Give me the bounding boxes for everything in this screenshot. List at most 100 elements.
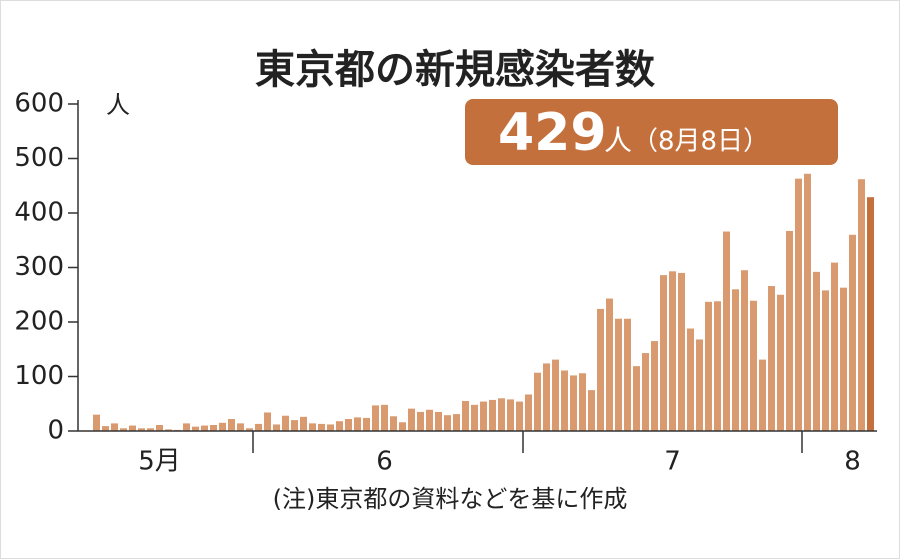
bar xyxy=(498,398,505,431)
x-tick-label: 7 xyxy=(664,447,681,477)
bar xyxy=(327,424,334,431)
bar xyxy=(840,287,847,431)
bar xyxy=(471,404,478,431)
y-tick-label: 400 xyxy=(14,198,64,228)
bar xyxy=(417,411,424,431)
bar xyxy=(246,428,253,431)
bar xyxy=(849,234,856,431)
y-unit: 人 xyxy=(106,91,130,119)
bar xyxy=(768,286,775,431)
y-tick-label: 600 xyxy=(14,89,64,119)
y-tick-label: 200 xyxy=(14,307,64,337)
bar xyxy=(507,399,514,431)
bar xyxy=(651,341,658,431)
bar xyxy=(453,414,460,431)
x-tick-label: 5月 xyxy=(138,447,181,477)
bar xyxy=(687,328,694,431)
y-tick-label: 300 xyxy=(14,252,64,282)
bar xyxy=(561,370,568,431)
bar xyxy=(273,424,280,431)
bar xyxy=(156,425,163,431)
bar xyxy=(309,423,316,431)
bar xyxy=(426,409,433,431)
bar xyxy=(462,401,469,431)
annotation-unit: 人 xyxy=(604,124,632,157)
bar xyxy=(201,425,208,431)
bar xyxy=(516,401,523,431)
bar xyxy=(588,390,595,431)
bar xyxy=(741,270,748,431)
bar xyxy=(192,426,199,431)
bar xyxy=(282,415,289,431)
note: (注)東京都の資料などを基に作成 xyxy=(273,485,628,513)
bar xyxy=(534,372,541,431)
bar xyxy=(102,426,109,431)
bar xyxy=(372,405,379,431)
y-tick-label: 500 xyxy=(14,143,64,173)
bar xyxy=(363,417,370,431)
bar xyxy=(525,394,532,431)
annotation-box xyxy=(465,99,838,165)
bar xyxy=(813,271,820,431)
bar xyxy=(489,399,496,431)
bar xyxy=(696,339,703,431)
bar xyxy=(795,178,802,431)
bar xyxy=(336,421,343,431)
bar xyxy=(219,422,226,431)
bar xyxy=(633,366,640,431)
bar xyxy=(723,231,730,431)
bar xyxy=(669,271,676,431)
bar xyxy=(264,412,271,431)
bar xyxy=(732,289,739,431)
bar xyxy=(705,301,712,431)
bar xyxy=(165,429,172,431)
bar xyxy=(597,308,604,431)
bar xyxy=(858,179,865,431)
bar xyxy=(399,422,406,431)
bar xyxy=(714,301,721,431)
y-tick-label: 0 xyxy=(47,416,64,446)
bar xyxy=(345,419,352,431)
bar xyxy=(138,428,145,431)
bar xyxy=(120,428,127,431)
bar xyxy=(804,173,811,431)
bar xyxy=(615,318,622,431)
bar xyxy=(678,272,685,431)
x-tick-label: 6 xyxy=(376,447,393,477)
bar xyxy=(111,423,118,431)
bar xyxy=(408,408,415,431)
bar xyxy=(291,420,298,431)
bar xyxy=(300,416,307,431)
bar xyxy=(318,423,325,431)
bar xyxy=(228,419,235,431)
bar xyxy=(93,414,100,431)
bar xyxy=(570,375,577,431)
annotation-value: 429 xyxy=(498,103,607,163)
bar xyxy=(354,417,361,431)
bar xyxy=(831,262,838,431)
chart-title: 東京都の新規感染者数 xyxy=(255,47,655,93)
bar xyxy=(786,230,793,431)
x-tick-label: 8 xyxy=(844,447,861,477)
bar xyxy=(660,275,667,431)
bar xyxy=(444,415,451,431)
bar xyxy=(552,359,559,431)
bar xyxy=(147,428,154,431)
y-tick-label: 100 xyxy=(14,361,64,391)
bar xyxy=(642,353,649,431)
annotation-date: （8月8日） xyxy=(632,127,769,157)
bar xyxy=(822,290,829,431)
bar xyxy=(183,423,190,431)
bar xyxy=(381,404,388,431)
bar xyxy=(624,318,631,431)
bar xyxy=(237,423,244,431)
bar xyxy=(777,294,784,431)
bar xyxy=(210,425,217,431)
bar xyxy=(435,411,442,431)
bar xyxy=(750,300,757,431)
bar xyxy=(579,373,586,431)
bar xyxy=(867,197,874,431)
bar xyxy=(543,363,550,431)
